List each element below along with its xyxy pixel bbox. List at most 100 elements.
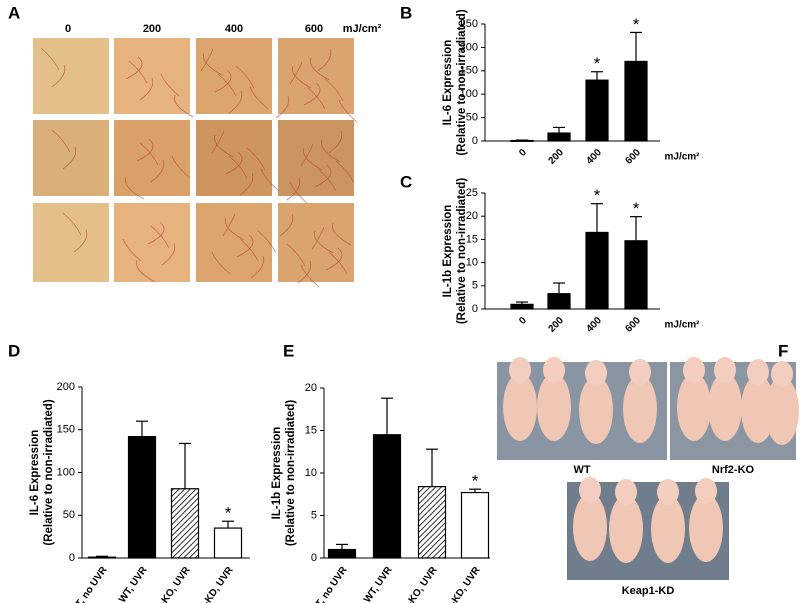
vessel (171, 155, 191, 179)
mouse-head (714, 357, 736, 383)
vessel (235, 65, 255, 89)
dose-label: 400 (225, 23, 243, 35)
panel-letter: D (8, 341, 20, 360)
dose-label: 200 (143, 23, 161, 35)
vessel (300, 143, 314, 167)
x-tick-label: WT, UVR (362, 564, 395, 603)
bar (327, 548, 357, 559)
vessel (150, 225, 170, 249)
skin-photo (114, 120, 190, 196)
vessel (239, 238, 259, 262)
vessel (321, 139, 341, 163)
y-tick-label: 100 (460, 88, 478, 100)
vessel (332, 222, 352, 246)
bar (585, 231, 609, 310)
vessel (128, 60, 148, 84)
y-axis-label: (Relative to non-irradiated) (285, 400, 297, 546)
bar (585, 79, 609, 142)
y-tick-label: 150 (460, 65, 478, 77)
mouse-head (747, 359, 769, 385)
mouse-body (609, 495, 643, 563)
vessel (289, 181, 309, 205)
skin-photo (33, 38, 109, 114)
vessel (303, 147, 323, 171)
y-tick-label: 15 (305, 424, 317, 436)
vessel (236, 234, 254, 258)
mouse-head (629, 359, 651, 385)
y-tick-label: 5 (311, 509, 317, 521)
vessel (136, 259, 156, 283)
x-tick-label: 0 (517, 147, 529, 159)
y-tick-label: 150 (57, 424, 75, 436)
vessel (211, 251, 231, 275)
x-tick-label: Nrf2-KO, UVR (146, 564, 193, 603)
x-tick-label: Nrf2-KO, UVR (393, 564, 440, 603)
vessel (324, 78, 344, 102)
vessel (73, 229, 88, 253)
skin-photos (33, 38, 358, 288)
vessel (246, 147, 266, 171)
vessel (225, 217, 245, 241)
mouse-body (689, 494, 723, 562)
bar (510, 139, 534, 142)
y-axis-label: (Relative to non-irradiated) (43, 399, 55, 545)
y-tick-label: 0 (472, 135, 478, 147)
vessel (62, 212, 82, 236)
x-tick-label: Keap1-KD, UVR (431, 564, 483, 603)
significance: * (594, 54, 601, 73)
skin-photo (114, 38, 190, 114)
mouse-body (651, 495, 685, 563)
y-axis-label: IL-1b Expression (271, 427, 283, 520)
bar (547, 132, 571, 142)
y-tick-label: 0 (311, 552, 317, 564)
vessel (328, 251, 348, 275)
vessel (203, 52, 223, 76)
x-tick-label: 200 (546, 315, 566, 335)
mouse-body (537, 373, 571, 441)
y-tick-label: 25 (466, 187, 478, 199)
vessel (200, 48, 214, 72)
vessel (279, 213, 294, 237)
skin-photo (278, 120, 354, 196)
y-tick-label: 20 (305, 382, 317, 394)
y-tick-label: 200 (57, 381, 75, 393)
mouse-head (543, 357, 565, 383)
vessel (310, 57, 330, 81)
vessel (125, 176, 145, 200)
vessel (292, 65, 312, 89)
group-label: Keap1-KD (622, 585, 675, 597)
vessel (335, 160, 355, 184)
vessel (147, 221, 165, 245)
vessel (317, 168, 337, 192)
vessel (150, 159, 165, 183)
skin-photo (114, 203, 190, 282)
panel-letter: F (778, 341, 788, 360)
y-tick-label: 15 (466, 233, 478, 245)
mouse-head (509, 357, 531, 383)
x-axis-unit: mJ/cm² (664, 320, 700, 331)
y-tick-label: 10 (466, 257, 478, 269)
x-tick-label: 0 (517, 315, 529, 327)
group-label: Nrf2-KO (712, 464, 755, 476)
vessel (314, 230, 334, 254)
mouse-body (503, 373, 537, 441)
vessel (139, 77, 154, 101)
vessel (239, 172, 254, 196)
vessel (214, 69, 232, 93)
dose-label: 600 (305, 23, 323, 35)
vessel (51, 129, 71, 153)
bar (417, 486, 447, 559)
bar (624, 60, 648, 142)
vessel (250, 255, 265, 279)
skin-photo (33, 203, 109, 282)
y-axis-label: IL-6 Expression (29, 430, 41, 516)
y-tick-label: 20 (466, 210, 478, 222)
vessel (260, 168, 280, 192)
vessel (211, 130, 225, 154)
panel-letter: C (400, 172, 412, 191)
mouse-body (741, 375, 775, 443)
x-tick-label: 400 (584, 147, 604, 167)
mouse-body (573, 493, 607, 561)
bar (127, 435, 157, 559)
